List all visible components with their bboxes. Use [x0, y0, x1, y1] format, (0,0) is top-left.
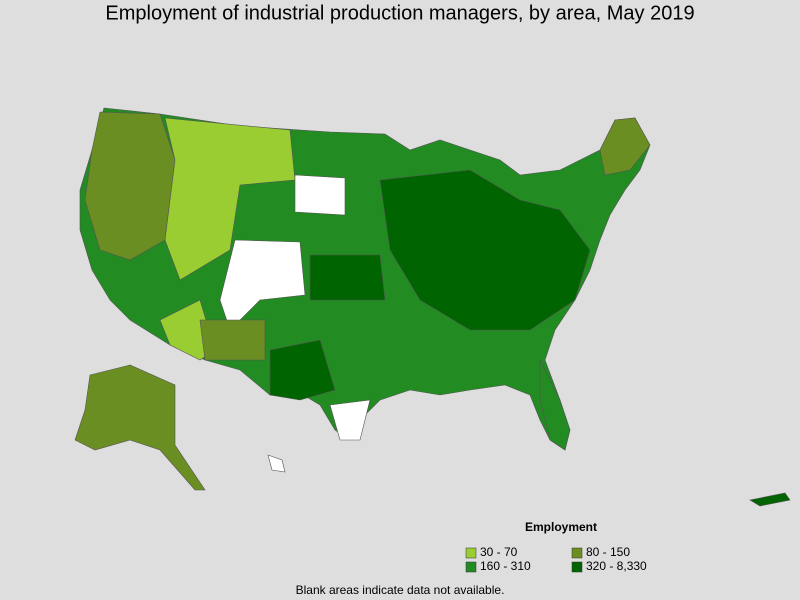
no-data	[219, 239, 306, 331]
legend-label: 320 - 8,330	[586, 559, 647, 573]
legend-label: 30 - 70	[480, 545, 518, 559]
puerto-rico	[749, 492, 791, 507]
region	[309, 254, 386, 301]
hawaii	[267, 454, 286, 473]
region	[539, 359, 571, 451]
legend-items: 30 - 70 80 - 150 160 - 310 320 - 8,330	[465, 545, 647, 573]
region	[164, 117, 296, 281]
region	[269, 339, 336, 401]
legend-label: 160 - 310	[480, 559, 531, 573]
region	[84, 111, 176, 261]
no-data	[329, 399, 371, 441]
legend-swatch	[571, 561, 583, 573]
legend: Employment 30 - 70 80 - 150 160 - 310 320 -…	[465, 520, 647, 573]
legend-swatch	[465, 547, 477, 559]
alaska	[74, 364, 206, 491]
legend-swatch	[571, 547, 583, 559]
legend-title: Employment	[525, 520, 597, 534]
region	[599, 117, 651, 176]
no-data	[294, 174, 346, 216]
footnote: Blank areas indicate data not available.	[296, 583, 505, 597]
title: Employment of industrial production mana…	[105, 2, 694, 24]
legend-label: 80 - 150	[586, 545, 630, 559]
legend-swatch	[465, 561, 477, 573]
region	[379, 169, 591, 331]
map	[74, 107, 791, 507]
region	[199, 319, 266, 361]
